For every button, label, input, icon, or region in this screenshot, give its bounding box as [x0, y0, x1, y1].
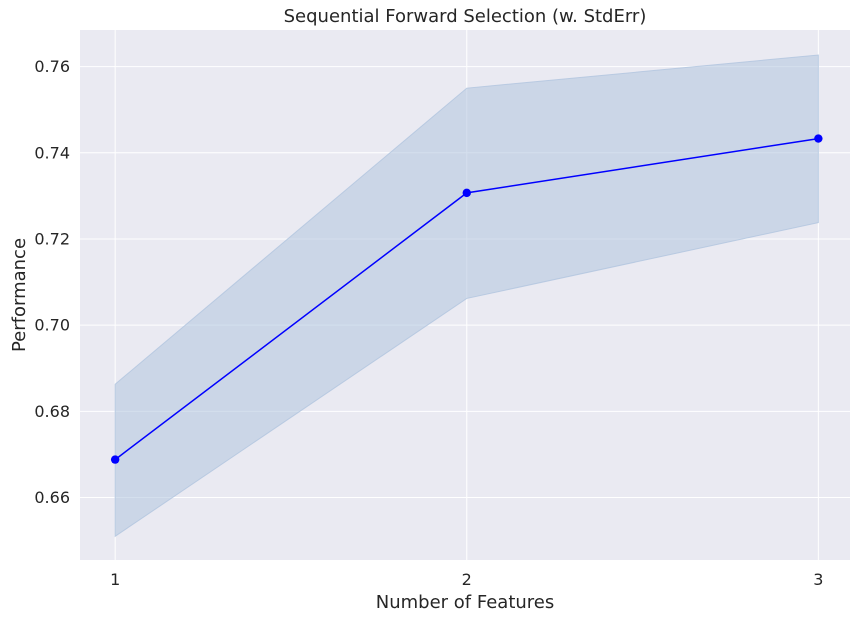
y-axis-label: Performance	[9, 238, 30, 352]
y-tick-label: 0.76	[34, 57, 70, 76]
data-point	[110, 455, 120, 464]
y-tick-label: 0.66	[34, 488, 70, 507]
x-tick-label: 2	[462, 570, 472, 589]
data-point	[462, 188, 471, 198]
x-tick-label: 3	[813, 570, 823, 589]
data-point	[814, 134, 823, 143]
chart-title: Sequential Forward Selection (w. StdErr)	[284, 6, 647, 27]
series-layer	[110, 134, 823, 464]
x-axis-label: Number of Features	[376, 592, 555, 613]
stderr-band-layer	[114, 54, 819, 538]
y-tick-label: 0.74	[34, 143, 70, 162]
x-tick-label: 1	[110, 570, 120, 589]
y-tick-label: 0.70	[34, 316, 70, 335]
y-tick-label: 0.72	[34, 229, 70, 248]
y-tick-label: 0.68	[34, 402, 70, 421]
tick-labels: 0.66 0.68 0.70 0.72 0.74 0.76 1 2 3	[34, 57, 823, 589]
stderr-band	[114, 54, 819, 538]
